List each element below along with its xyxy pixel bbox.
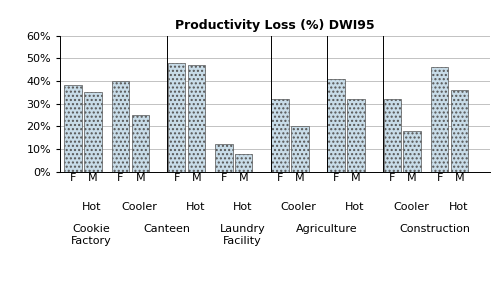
Text: Hot: Hot [448, 202, 468, 212]
Bar [384, 99, 401, 172]
Text: Hot: Hot [345, 202, 364, 212]
Bar [328, 79, 345, 172]
Bar [84, 92, 102, 172]
Bar [168, 63, 186, 172]
Text: Hot: Hot [186, 202, 205, 212]
Bar [112, 81, 129, 172]
Bar [235, 154, 252, 172]
Text: Cooler: Cooler [393, 202, 429, 212]
Bar [132, 115, 149, 172]
Bar [451, 90, 468, 172]
Text: Hot: Hot [82, 202, 102, 212]
Title: Productivity Loss (%) DWI95: Productivity Loss (%) DWI95 [175, 19, 375, 32]
Text: Laundry
Facility: Laundry Facility [220, 224, 266, 246]
Text: Cookie
Factory: Cookie Factory [72, 224, 112, 246]
Bar [347, 99, 364, 172]
Bar [216, 144, 232, 172]
Text: Hot: Hot [233, 202, 252, 212]
Text: Construction: Construction [399, 224, 470, 234]
Bar [431, 67, 448, 172]
Bar [188, 65, 205, 172]
Text: Agriculture: Agriculture [296, 224, 358, 234]
Bar [291, 126, 308, 172]
Text: Cooler: Cooler [121, 202, 157, 212]
Bar [272, 99, 289, 172]
Bar [64, 86, 82, 172]
Bar [404, 131, 421, 172]
Text: Cooler: Cooler [281, 202, 316, 212]
Text: Canteen: Canteen [144, 224, 190, 234]
